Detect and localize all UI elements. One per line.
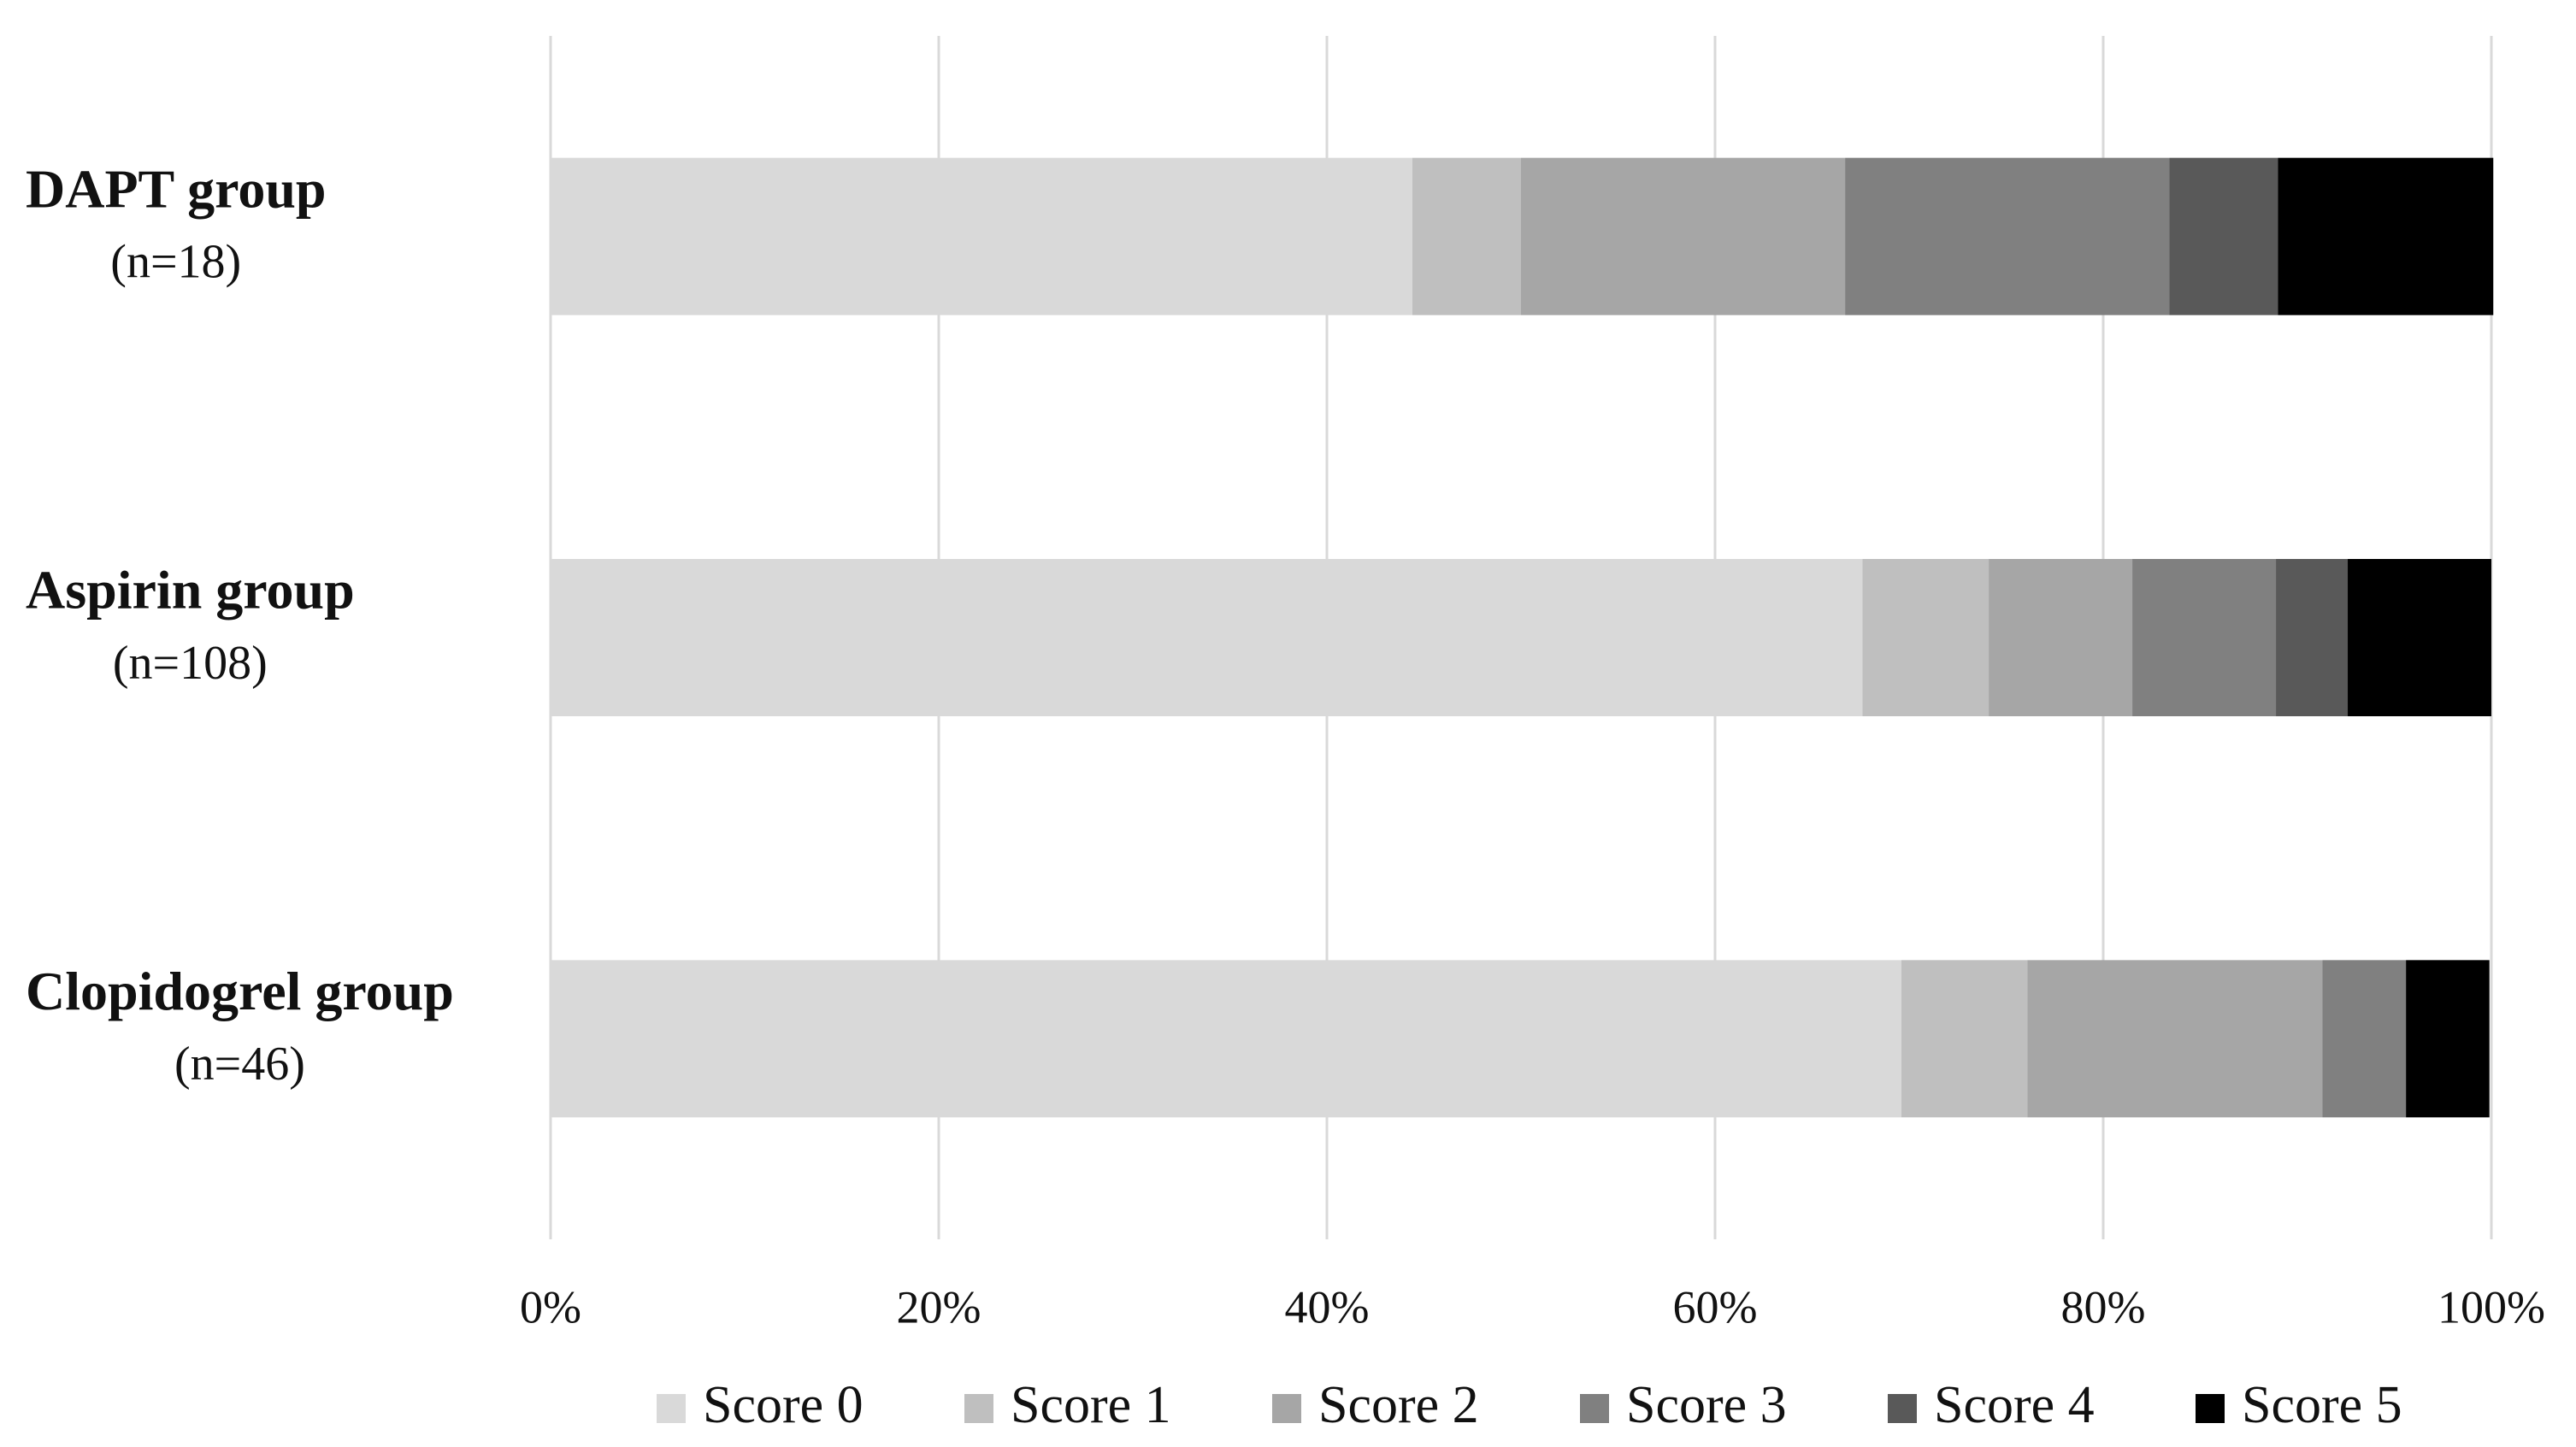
legend-swatch <box>964 1394 993 1423</box>
x-tick-label: 80% <box>2061 1281 2146 1332</box>
legend-label: Score 2 <box>1318 1376 1479 1434</box>
bar-segment <box>1521 157 1846 315</box>
legend-label: Score 0 <box>703 1376 864 1434</box>
bar-segment <box>551 960 1901 1118</box>
bar-segment <box>2276 559 2349 716</box>
x-tick-label: 100% <box>2437 1281 2545 1332</box>
bar-segment <box>1862 559 1989 716</box>
bar-segment <box>551 559 1863 716</box>
bar-segment <box>1845 157 2170 315</box>
bar-segment <box>551 157 1412 315</box>
sample-size-label: (n=18) <box>110 236 241 289</box>
sample-size-label: (n=46) <box>174 1038 305 1091</box>
legend-label: Score 5 <box>2242 1376 2402 1434</box>
category-label: Aspirin group <box>26 560 355 621</box>
legend-swatch <box>2196 1394 2225 1423</box>
bar-segment <box>2322 960 2407 1118</box>
bar-segment <box>2027 960 2323 1118</box>
bar-segment <box>2169 157 2278 315</box>
legend-label: Score 3 <box>1626 1376 1787 1434</box>
bar-segment <box>2278 157 2494 315</box>
bar-segment <box>2132 559 2277 716</box>
legend-swatch <box>1272 1394 1301 1423</box>
legend-swatch <box>1888 1394 1917 1423</box>
legend-label: Score 1 <box>1011 1376 1171 1434</box>
x-tick-label: 20% <box>897 1281 981 1332</box>
x-tick-label: 60% <box>1673 1281 1758 1332</box>
bar-segment <box>2406 960 2490 1118</box>
bar-segment <box>2348 559 2491 716</box>
category-label: DAPT group <box>26 158 327 219</box>
legend-swatch <box>657 1394 686 1423</box>
sample-size-label: (n=108) <box>113 637 268 690</box>
bar-segment <box>1412 157 1521 315</box>
category-label: Clopidogrel group <box>26 961 454 1021</box>
bar-segment <box>1901 960 2028 1118</box>
legend-label: Score 4 <box>1934 1376 2095 1434</box>
bar-segment <box>1989 559 2133 716</box>
x-tick-label: 40% <box>1285 1281 1370 1332</box>
legend-swatch <box>1580 1394 1609 1423</box>
x-tick-label: 0% <box>520 1281 581 1332</box>
